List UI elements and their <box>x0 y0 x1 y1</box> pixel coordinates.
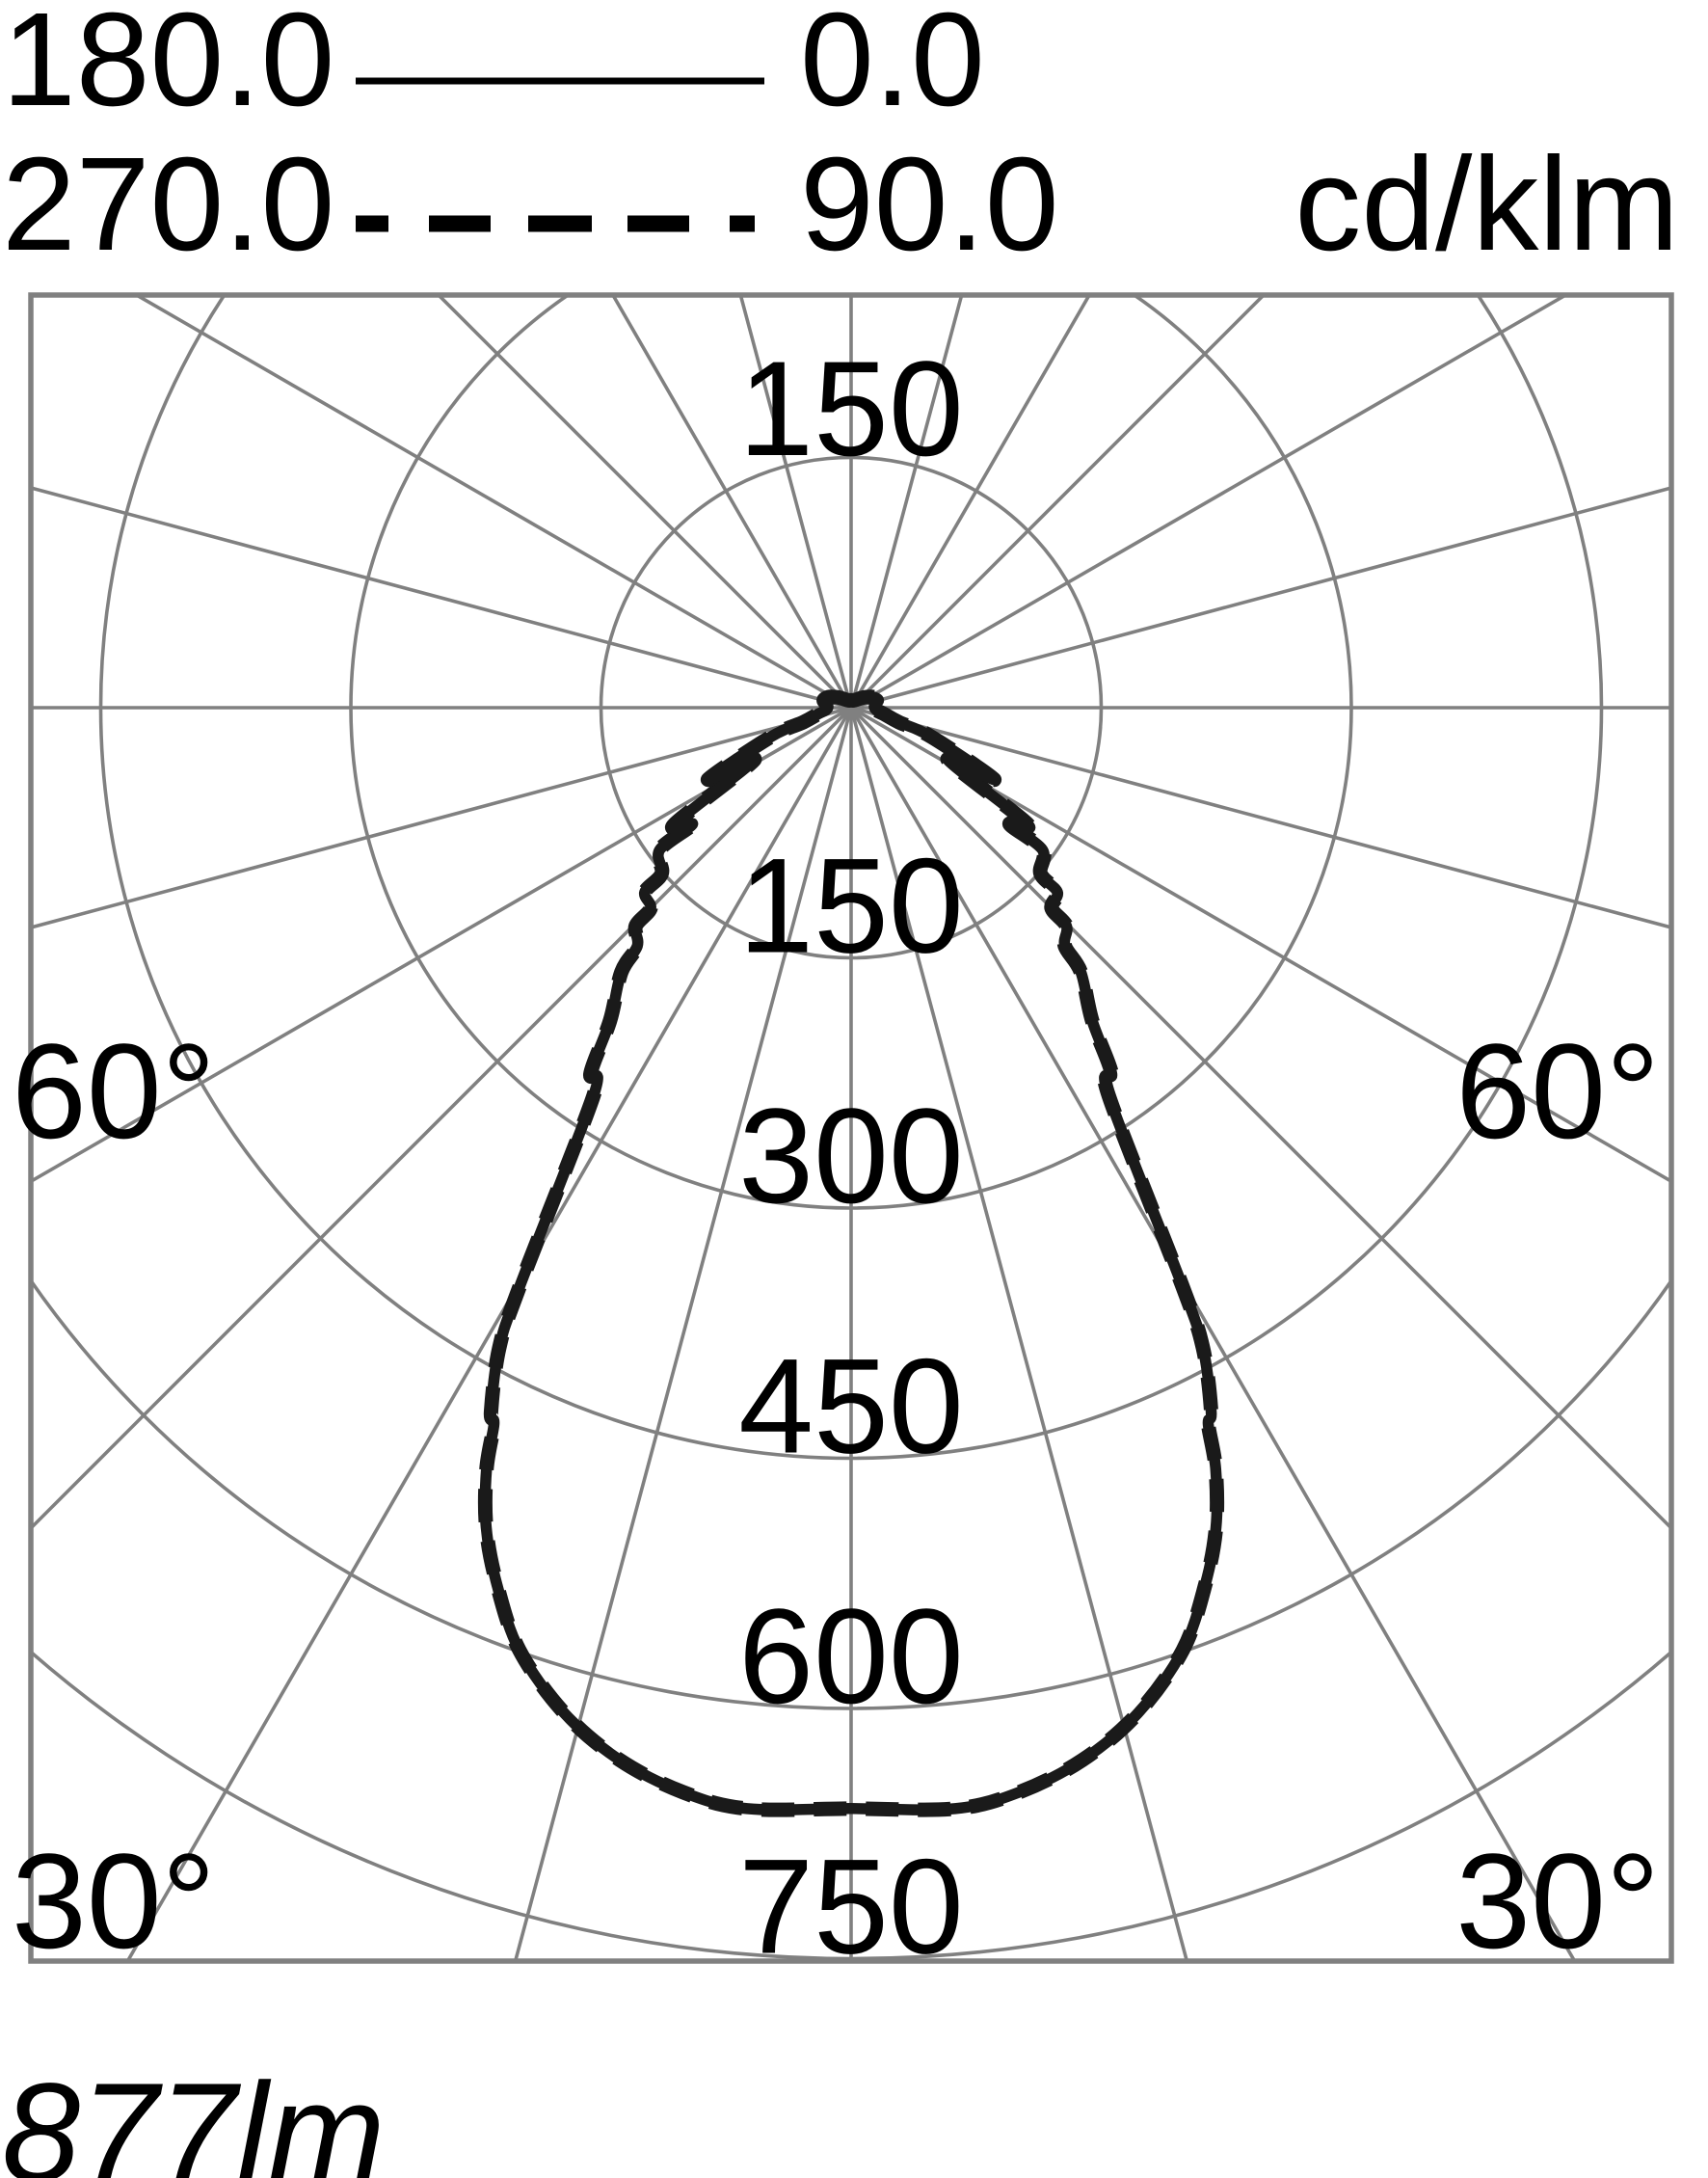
svg-text:90.0: 90.0 <box>800 130 1059 279</box>
svg-text:cd/klm: cd/klm <box>1294 130 1679 279</box>
svg-text:877lm: 877lm <box>2 2054 386 2178</box>
svg-text:30°: 30° <box>12 1825 216 1976</box>
svg-text:60°: 60° <box>12 1015 216 1167</box>
svg-text:180.0: 180.0 <box>2 0 334 134</box>
svg-text:60°: 60° <box>1455 1015 1660 1167</box>
svg-text:300: 300 <box>738 1080 964 1231</box>
svg-text:750: 750 <box>738 1831 964 1982</box>
svg-text:150: 150 <box>738 333 964 484</box>
svg-text:30°: 30° <box>1455 1825 1660 1976</box>
svg-text:270.0: 270.0 <box>2 130 334 279</box>
svg-text:600: 600 <box>738 1580 964 1732</box>
svg-text:0.0: 0.0 <box>800 0 985 134</box>
svg-text:150: 150 <box>738 830 964 981</box>
svg-text:450: 450 <box>738 1331 964 1482</box>
